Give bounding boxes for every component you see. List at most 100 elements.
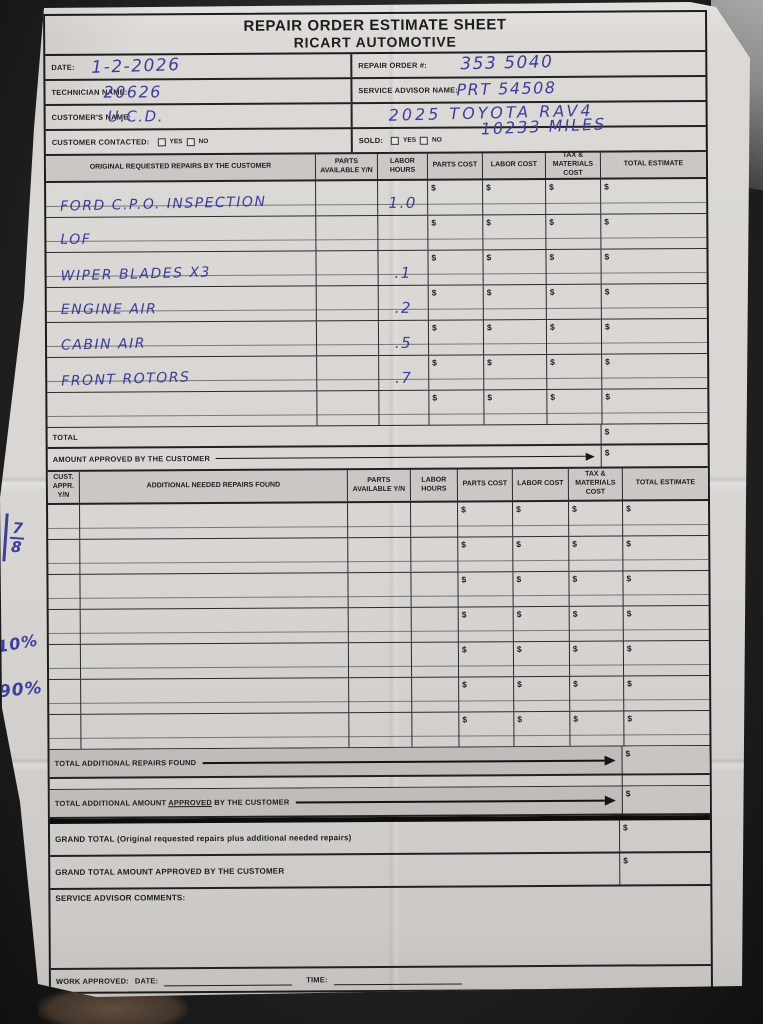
repair-item-handwriting: WIPER BLADES X3 [60,264,212,285]
original-table-row: FORD C.P.O. INSPECTION 1.0 $ $ $ $ [46,178,707,219]
yes-label: YES [169,138,183,146]
advisor-handwriting: PRT 54508 [456,78,557,100]
dollar-sign: $ [604,447,610,458]
dollar-sign: $ [461,609,467,620]
original-table-row: WIPER BLADES X3 .1 $ $ $ $ [46,248,707,289]
form-title-box: REPAIR ORDER ESTIMATE SHEET RICART AUTOM… [45,11,706,57]
dollar-sign: $ [486,217,492,228]
no-label: NO [432,136,442,144]
dollar-sign: $ [550,391,556,402]
work-approved-label: WORK APPROVED: [55,976,129,986]
header-total-estimate: TOTAL ESTIMATE [623,160,684,168]
amount-approved-label: AMOUNT APPROVED BY THE CUSTOMER [52,454,211,464]
repair-item-handwriting: FORD C.P.O. INSPECTION [60,193,267,215]
date-label: DATE: [134,975,159,985]
dollar-sign: $ [604,321,610,332]
grand-total-approved-row: GRAND TOTAL AMOUNT APPROVED BY THE CUSTO… [50,852,711,891]
dollar-sign: $ [605,391,611,402]
advisor-label: SERVICE ADVISOR NAME: [358,85,459,96]
dollar-sign: $ [517,714,523,725]
dollar-sign: $ [572,643,578,654]
dollar-sign: $ [487,357,492,368]
labor-hours-handwriting: .7 [395,368,413,387]
dollar-sign: $ [486,182,491,193]
company-name: RICART AUTOMOTIVE [293,33,457,51]
dollar-sign: $ [461,504,466,515]
additional-table-row: $ $ $ $ [48,535,709,576]
dollar-sign: $ [573,713,579,724]
dollar-sign: $ [604,251,610,262]
dollar-sign: $ [432,357,437,368]
no-label: NO [198,138,209,146]
dollar-sign: $ [431,322,437,333]
repair-item-handwriting: CABIN AIR [60,335,147,354]
header-labor-cost: LABOR COST [512,468,569,501]
header-labor-hours: LABOR HOURS [377,153,429,179]
total-additional-row: TOTAL ADDITIONAL REPAIRS FOUND $ [49,745,710,780]
labor-hours-handwriting: .5 [394,333,413,352]
dollar-sign: $ [549,181,554,192]
service-advisor-comments-box: SERVICE ADVISOR COMMENTS: [50,885,711,971]
dollar-sign: $ [549,286,555,297]
dollar-sign: $ [626,538,632,549]
contacted-yes-checkbox [157,137,166,146]
dollar-sign: $ [549,251,555,262]
customer-handwriting: U.C.D. [107,107,165,126]
dollar-sign: $ [572,608,578,619]
yes-label: YES [403,136,417,144]
dollar-sign: $ [626,573,632,584]
additional-table-row: $ $ $ $ [49,710,710,751]
technician-handwriting: 20626 [103,82,162,102]
date-handwriting: 1-2-2026 [91,55,181,78]
arrow-icon [216,452,595,462]
total-additional-approved-row: TOTAL ADDITIONAL AMOUNT APPROVED BY THE … [49,785,710,820]
original-table-body: FORD C.P.O. INSPECTION 1.0 $ $ $ $ LOF $… [46,178,708,429]
labor-hours-handwriting: .1 [394,263,412,282]
header-parts-available: PARTS AVAILABLE Y/N [315,153,379,180]
time-blank-line [333,972,462,985]
dollar-sign: $ [550,356,555,367]
repair-order-form: REPAIR ORDER ESTIMATE SHEET RICART AUTOM… [43,9,713,995]
dollar-sign: $ [431,287,437,298]
original-table-row: CABIN AIR .5 $ $ $ $ [46,318,708,359]
dollar-sign: $ [626,608,632,619]
contacted-no-checkbox [186,137,195,146]
original-table-row: FRONT ROTORS .7 $ $ $ $ [47,353,708,394]
dollar-sign: $ [604,286,610,297]
fraction-numerator: 7 [11,518,24,538]
additional-table-row: $ $ $ $ [49,675,710,716]
header-labor-hours: LABOR HOURS [410,469,458,501]
sold-yes-checkbox [391,136,400,145]
dollar-sign: $ [516,574,522,585]
dollar-sign: $ [549,321,555,332]
dollar-sign: $ [627,678,632,689]
work-approved-row: WORK APPROVED: DATE: TIME: [51,966,711,992]
additional-table-row: $ $ $ $ [48,640,710,681]
dollar-sign: $ [432,392,438,403]
additional-table-header: CUST. APPR. Y/N ADDITIONAL NEEDED REPAIR… [47,467,708,506]
dollar-sign: $ [626,643,632,654]
dollar-sign: $ [516,609,522,620]
dollar-sign: $ [487,392,493,403]
margin-note-fraction: 7 8 [2,513,26,563]
header-cust-appr: CUST. APPR. Y/N [47,471,80,504]
date-blank-line [164,974,293,986]
dollar-sign: $ [517,679,522,690]
dollar-sign: $ [572,573,578,584]
repair-order-handwriting: 353 5040 [459,52,554,75]
grand-total-row: GRAND TOTAL (Original requested repairs … [49,819,711,858]
dollar-sign: $ [604,426,610,437]
margin-note-percent-90: 90% [0,677,44,703]
contacted-label: CUSTOMER CONTACTED: [51,137,150,147]
margin-note-percent-10: 10% [0,630,40,657]
original-table-row: LOF $ $ $ $ [46,213,707,254]
dollar-sign: $ [626,503,631,514]
dollar-sign: $ [605,356,610,367]
dollar-sign: $ [604,181,609,192]
header-tax-materials: TAX & MATERIALS COST [568,468,623,500]
time-label: TIME: [306,974,328,984]
dollar-sign: $ [431,182,436,193]
sold-label: SOLD: [358,135,384,146]
repair-item-handwriting: LOF [60,231,92,248]
